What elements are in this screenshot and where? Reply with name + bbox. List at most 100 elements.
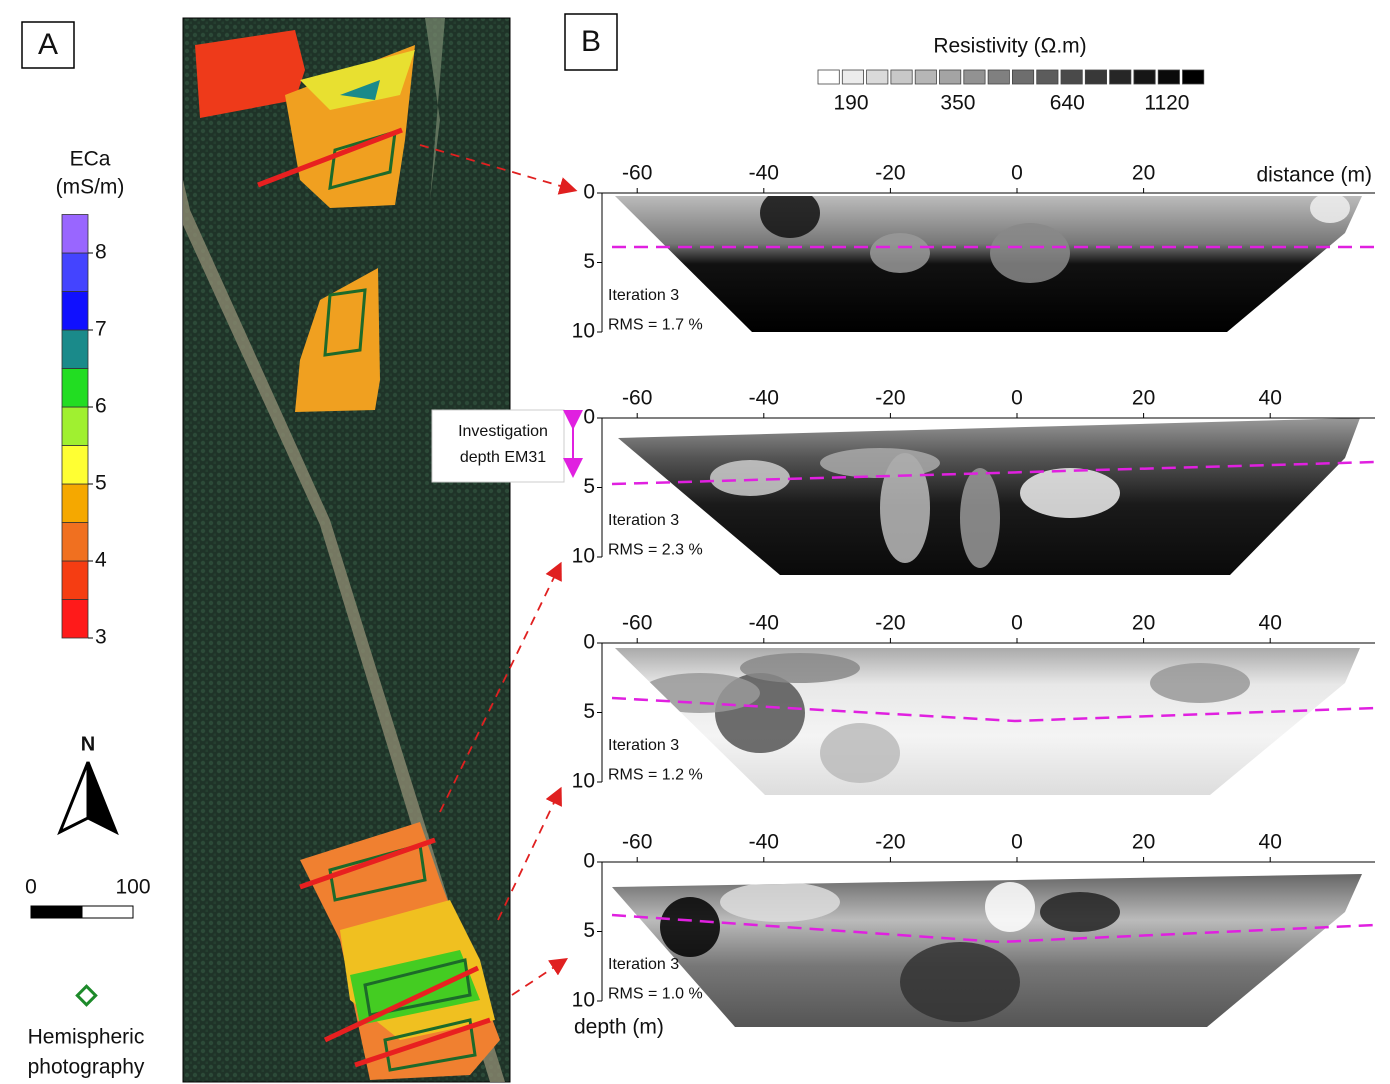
resistivity-blob bbox=[720, 882, 840, 922]
rms-label: RMS = 1.2 % bbox=[608, 766, 703, 783]
colorbar-label: 3 bbox=[95, 626, 107, 649]
x-tick-label: -60 bbox=[622, 387, 652, 410]
x-tick-label: 0 bbox=[1011, 162, 1023, 185]
north-arrow-right bbox=[86, 761, 119, 836]
resistivity-blob bbox=[960, 468, 1000, 568]
profile-texture bbox=[710, 448, 1120, 568]
colorbar-box bbox=[61, 368, 89, 408]
x-tick-label: 20 bbox=[1132, 162, 1155, 185]
resistivity-box bbox=[1084, 69, 1108, 85]
colorbar-box bbox=[61, 522, 89, 562]
colorbar-label: 6 bbox=[95, 395, 107, 418]
depth-label: depth (m) bbox=[574, 1016, 664, 1039]
rms-label: RMS = 1.7 % bbox=[608, 316, 703, 333]
distance-label: distance (m) bbox=[1256, 164, 1372, 187]
x-tick-label: -60 bbox=[622, 612, 652, 635]
resistivity-blob bbox=[1020, 468, 1120, 518]
resistivity-box bbox=[841, 69, 864, 85]
resistivity-box bbox=[817, 69, 840, 85]
resistivity-box bbox=[914, 69, 937, 85]
y-tick-label: 0 bbox=[583, 181, 595, 204]
scale-bar-white bbox=[81, 905, 134, 919]
symbol-label: Hemispheric bbox=[28, 1026, 145, 1049]
y-tick-label: 0 bbox=[583, 631, 595, 654]
resistivity-blob bbox=[710, 460, 790, 496]
colorbar-box bbox=[61, 329, 89, 369]
panel-label-box bbox=[564, 13, 618, 71]
x-tick-label: 40 bbox=[1259, 831, 1282, 854]
survey-zone bbox=[300, 50, 415, 110]
colorbar-box bbox=[61, 599, 89, 639]
annotation: Investigation bbox=[458, 423, 548, 440]
resistivity-blob bbox=[870, 233, 930, 273]
resistivity-blob bbox=[820, 723, 900, 783]
symbol-label: photography bbox=[28, 1056, 145, 1079]
panel-b: B Resistivity (Ω.m) 190 350 640 1120 distan… bbox=[431, 13, 1376, 1039]
y-tick-label: 5 bbox=[583, 919, 595, 942]
colorbar-box bbox=[61, 445, 89, 485]
legend-unit: (mS/m) bbox=[56, 176, 125, 199]
resistivity-box bbox=[1012, 69, 1035, 85]
resistivity-blob bbox=[1150, 663, 1250, 703]
resistivity-blob bbox=[985, 882, 1035, 932]
x-tick-label: -20 bbox=[875, 387, 905, 410]
symbol-marker bbox=[75, 984, 98, 1007]
x-tick-label: 40 bbox=[1259, 612, 1282, 635]
profile-texture bbox=[660, 882, 1120, 1022]
resistivity-blob bbox=[740, 653, 860, 683]
y-tick-label: 0 bbox=[583, 406, 595, 429]
annotation-box bbox=[431, 409, 565, 483]
link-arrows bbox=[419, 144, 578, 996]
colorbar-box bbox=[61, 214, 89, 254]
resistivity-blob bbox=[1040, 892, 1120, 932]
resistivity-label: 350 bbox=[940, 92, 975, 115]
x-tick-label: 20 bbox=[1132, 612, 1155, 635]
resistivity-box bbox=[866, 69, 889, 85]
y-tick-label: 10 bbox=[572, 545, 595, 568]
scale-bar-black bbox=[30, 905, 83, 919]
y-tick-label: 5 bbox=[583, 700, 595, 723]
x-tick-label: -60 bbox=[622, 162, 652, 185]
x-tick-label: -40 bbox=[749, 387, 779, 410]
colorbar-label: 5 bbox=[95, 472, 107, 495]
resistivity-profile: -60 -40 -20 0 20 40 0 5 10 Iteration 3 RMS = 2.3 % bbox=[572, 387, 1376, 575]
y-tick-label: 5 bbox=[583, 475, 595, 498]
survey-zone bbox=[340, 80, 380, 100]
x-tick-label: 0 bbox=[1011, 387, 1023, 410]
resistivity-label: 1120 bbox=[1144, 92, 1189, 115]
x-tick-label: 0 bbox=[1011, 612, 1023, 635]
x-tick-label: -40 bbox=[749, 831, 779, 854]
track bbox=[425, 18, 445, 200]
colorbar-box bbox=[61, 406, 89, 446]
north-arrow-left bbox=[57, 761, 90, 836]
x-tick-label: 20 bbox=[1132, 831, 1155, 854]
resistivity-box bbox=[963, 69, 986, 85]
colorbar-box bbox=[61, 483, 89, 523]
resistivity-box bbox=[1060, 69, 1083, 85]
legend-title: ECa bbox=[70, 148, 111, 171]
y-tick-label: 10 bbox=[572, 320, 595, 343]
resistivity-blob bbox=[900, 942, 1020, 1022]
resistivity-profile: -60 -40 -20 0 20 0 5 10 Iteration 3 RMS = 1.7 % bbox=[572, 162, 1375, 343]
profile-section bbox=[615, 196, 1362, 332]
x-tick-label: -20 bbox=[875, 831, 905, 854]
y-tick-label: 0 bbox=[583, 850, 595, 873]
x-tick-label: 0 bbox=[1011, 831, 1023, 854]
scale-label: 100 bbox=[115, 876, 150, 899]
scale-label: 0 bbox=[25, 876, 37, 899]
colorbar-box bbox=[61, 291, 89, 331]
resistivity-bar: 190 350 640 1120 bbox=[817, 69, 1205, 115]
resistivity-label: 640 bbox=[1050, 92, 1085, 115]
resistivity-box bbox=[1133, 69, 1156, 85]
survey-zone bbox=[350, 950, 480, 1025]
rms-label: RMS = 1.0 % bbox=[608, 985, 703, 1002]
resistivity-profile: -60 -40 -20 0 20 40 0 5 10 Iteration 3 RMS = 1.0 % bbox=[572, 831, 1376, 1027]
resistivity-title: Resistivity (Ω.m) bbox=[933, 35, 1086, 58]
x-tick-label: -60 bbox=[622, 831, 652, 854]
em31-depth-line bbox=[611, 460, 1376, 486]
resistivity-box bbox=[987, 69, 1010, 85]
colorbar-box bbox=[61, 252, 89, 292]
resistivity-box bbox=[890, 69, 913, 85]
colorbar-label: 8 bbox=[95, 241, 107, 264]
resistivity-box bbox=[1036, 69, 1059, 85]
